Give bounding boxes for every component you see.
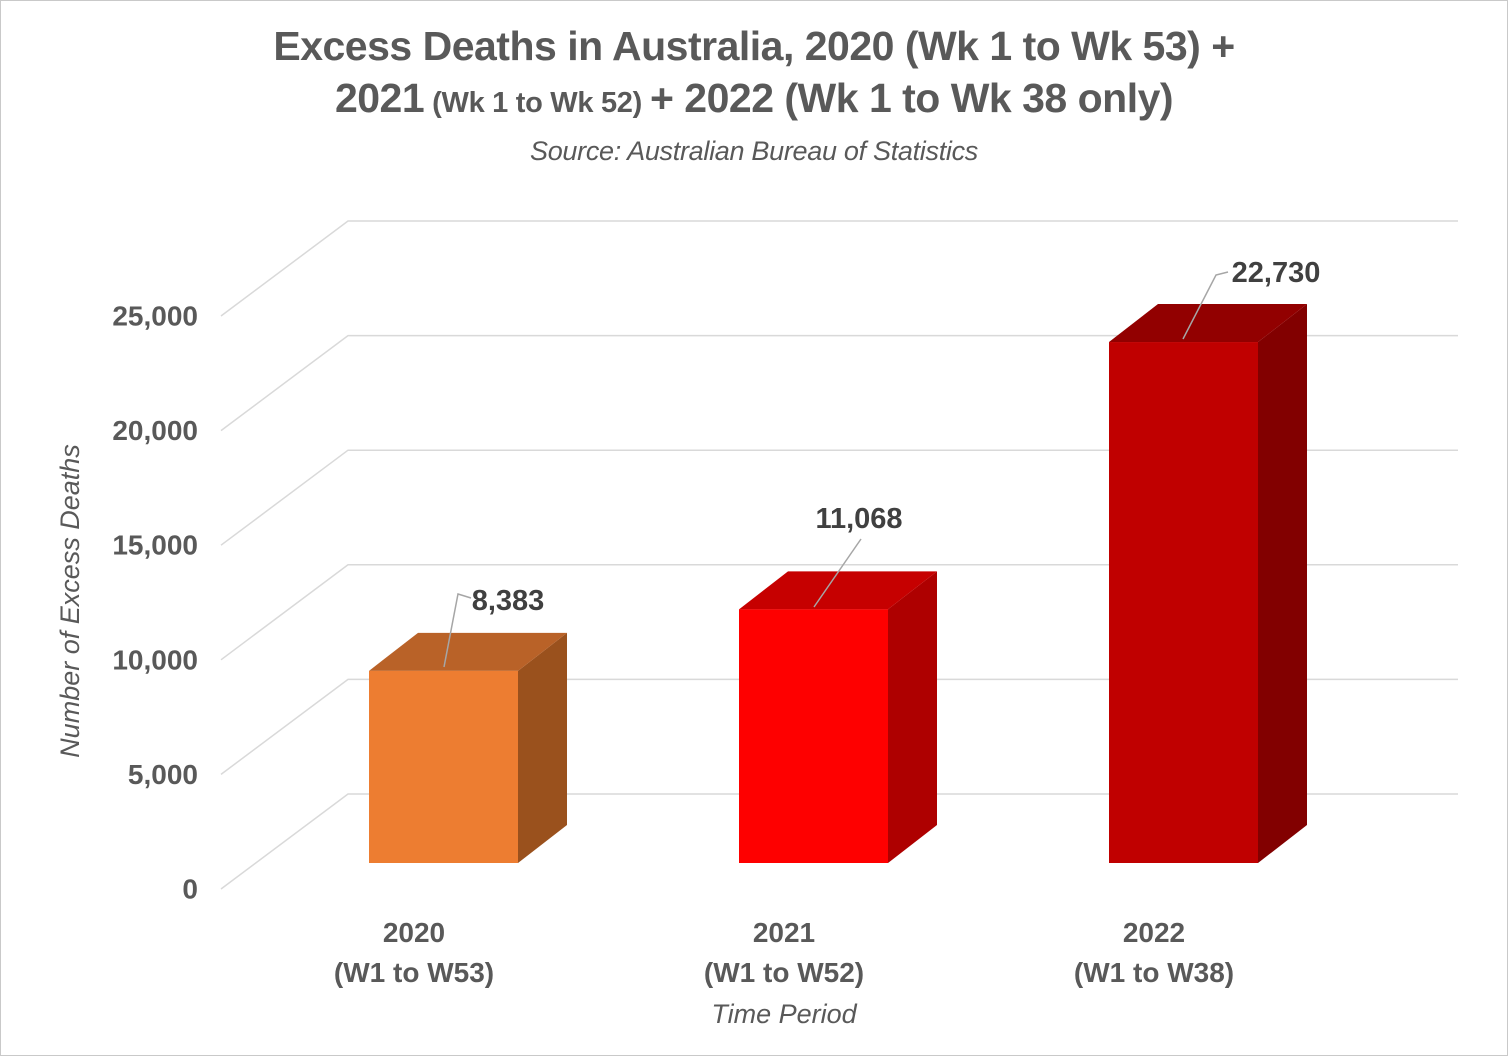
category-label-2022: 2022 — [1123, 917, 1185, 948]
value-label-2021: 11,068 — [815, 503, 902, 535]
chart-title-line2: 2021 (Wk 1 to Wk 52) + 2022 (Wk 1 to Wk 38… — [1, 74, 1507, 123]
ytick-label-15,000: 15,000 — [112, 530, 198, 561]
category-label-2020: 2020 — [383, 917, 445, 948]
gridline-5,000 — [220, 678, 1458, 776]
category-label-2021: 2021 — [753, 917, 815, 948]
ytick-label-10,000: 10,000 — [112, 644, 198, 675]
gridline-20,000 — [220, 334, 1458, 432]
category-sublabel-2021: (W1 to W52) — [704, 957, 864, 988]
bar-2021-top-face — [739, 571, 937, 610]
gridline-25,000 — [220, 220, 1458, 317]
bar-2022-top-face — [1109, 304, 1307, 343]
leader-line-2020 — [443, 593, 472, 668]
chart-title-line2-year-a: 2021 — [334, 75, 425, 122]
value-label-2022: 22,730 — [1232, 257, 1321, 289]
bar-2022-side-face — [1258, 304, 1307, 863]
ytick-label-20,000: 20,000 — [112, 415, 198, 446]
bar-2020-side-face — [518, 632, 567, 863]
category-sublabel-2022: (W1 to W38) — [1074, 957, 1234, 988]
chart-title-line1: Excess Deaths in Australia, 2020 (Wk 1 t… — [273, 23, 1235, 69]
ytick-label-5,000: 5,000 — [128, 759, 198, 790]
gridline-0 — [220, 793, 1458, 890]
gridline-15,000 — [220, 449, 1458, 546]
bar-2021-side-face — [888, 571, 937, 863]
category-sublabel-2020: (W1 to W53) — [334, 957, 494, 988]
bar-2021-front-face — [739, 609, 888, 863]
chart-source-note: Source: Australian Bureau of Statistics — [529, 135, 979, 166]
chart-title-line2-weeks: (Wk 1 to Wk 52) — [432, 87, 642, 120]
leader-line-2021 — [813, 538, 862, 608]
x-axis-title: Time Period — [711, 999, 857, 1029]
gridline-10,000 — [220, 564, 1458, 661]
value-label-2020: 8,383 — [472, 585, 545, 617]
bar-2020-front-face — [369, 670, 518, 863]
y-axis-title: Number of Excess Deaths — [55, 444, 85, 758]
bar-2022-front-face — [1109, 342, 1258, 863]
ytick-label-0: 0 — [182, 874, 198, 905]
chart-title-block: Excess Deaths in Australia, 2020 (Wk 1 t… — [1, 19, 1507, 167]
bar-2020-top-face — [369, 632, 567, 671]
leader-line-2022 — [1182, 271, 1229, 340]
ytick-label-25,000: 25,000 — [112, 301, 198, 332]
chart-title-line2-year-b: + 2022 (Wk 1 to Wk 38 only) — [649, 75, 1174, 122]
